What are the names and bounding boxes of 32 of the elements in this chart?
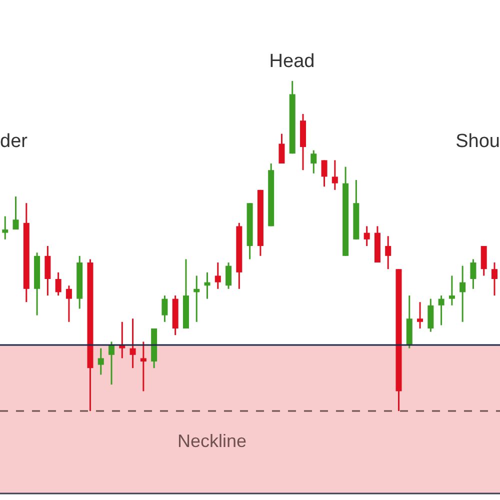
candlestick	[66, 284, 72, 323]
annotation: Shou	[456, 131, 500, 152]
candlestick	[162, 294, 168, 323]
candlestick	[204, 272, 210, 300]
candlestick	[480, 245, 487, 276]
candlestick	[98, 348, 104, 376]
candlestick	[108, 340, 115, 386]
candlestick	[332, 159, 338, 191]
candlestick	[140, 340, 146, 392]
ref-line-label: Neckline	[177, 431, 247, 451]
candlestick	[460, 265, 466, 323]
candlestick	[2, 216, 8, 240]
candlestick	[214, 262, 221, 290]
text: Head	[269, 51, 315, 72]
candlestick	[438, 294, 444, 326]
candlestick	[194, 274, 200, 323]
candlestick	[448, 274, 455, 306]
candlestick	[364, 225, 370, 247]
candlestick	[470, 258, 476, 290]
candlestick	[321, 159, 328, 188]
candlestick	[278, 133, 285, 164]
candlestick	[310, 150, 317, 174]
candlestick	[491, 262, 498, 296]
candlestick	[226, 262, 232, 290]
annotation: der	[0, 131, 28, 152]
candlestick	[385, 235, 392, 270]
candlestick	[55, 272, 62, 296]
candlestick	[428, 298, 434, 333]
candlestick	[12, 196, 19, 230]
candlestick	[130, 318, 136, 369]
candlestick	[417, 301, 424, 330]
candlestick	[44, 245, 51, 296]
